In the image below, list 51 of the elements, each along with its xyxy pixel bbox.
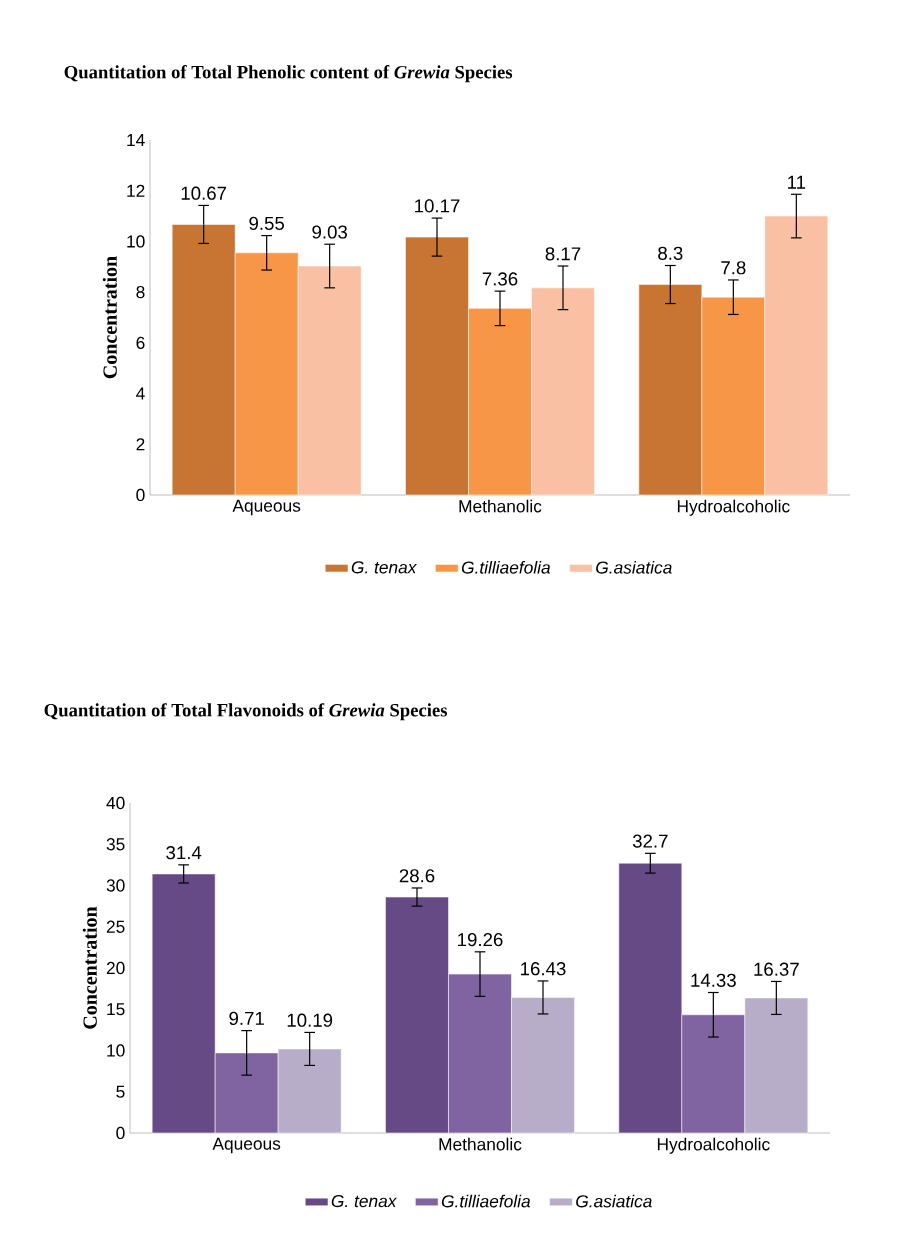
data-label: 9.55 — [249, 216, 285, 230]
y-tick-label: 12 — [127, 184, 145, 197]
chart-title: Quantitation of Total Flavonoids of Grewia Species — [44, 703, 448, 721]
y-tick-label: 14 — [127, 134, 145, 146]
data-label: 11 — [788, 175, 806, 189]
y-tick-label: 4 — [136, 387, 145, 400]
y-tick-label: 5 — [116, 1085, 125, 1098]
data-label: 19.26 — [458, 932, 503, 947]
data-label: 28.6 — [399, 869, 435, 883]
y-tick-label: 35 — [106, 838, 125, 851]
y-axis-title: Concentration — [82, 906, 97, 1029]
legend-label: G.asiatica — [576, 1194, 652, 1208]
data-label: 16.37 — [754, 962, 799, 976]
data-label: 10.19 — [287, 1013, 333, 1027]
y-tick-label: 10 — [127, 235, 145, 248]
y-tick-label: 0 — [136, 488, 145, 502]
chart-title: Quantitation of Total Phenolic content of Grewia Species — [64, 65, 513, 83]
legend-label: G.tilliaefolia — [441, 1194, 531, 1208]
data-label: 9.03 — [312, 225, 347, 239]
legend-label: G.asiatica — [596, 560, 672, 574]
x-tick-label: Methanolic — [439, 1137, 522, 1151]
x-tick-label: Hydroalcoholic — [677, 499, 790, 516]
legend-label: G. tenax — [331, 1194, 397, 1208]
x-tick-label: Methanolic — [459, 499, 542, 513]
y-tick-label: 40 — [106, 796, 125, 810]
y-tick-label: 25 — [106, 920, 125, 933]
y-tick-label: 30 — [106, 879, 125, 892]
data-label: 16.43 — [521, 962, 566, 976]
y-tick-label: 10 — [107, 1044, 125, 1057]
data-label: 31.4 — [166, 846, 202, 860]
y-tick-label: 2 — [136, 438, 145, 451]
legend-label: G. tenax — [351, 561, 417, 574]
data-label: 8.17 — [545, 247, 581, 261]
y-tick-label: 15 — [107, 1003, 125, 1016]
data-label: 10.17 — [415, 199, 460, 213]
y-tick-label: 20 — [106, 961, 125, 975]
data-label: 32.7 — [632, 834, 668, 848]
y-axis-title: Concentration — [102, 256, 117, 379]
x-tick-label: Hydroalcoholic — [657, 1137, 770, 1154]
y-tick-label: 0 — [116, 1126, 125, 1140]
data-label: 14.33 — [691, 973, 736, 987]
y-tick-label: 6 — [136, 336, 145, 349]
x-tick-label: Aqueous — [212, 1137, 281, 1154]
data-label: 10.67 — [181, 186, 227, 200]
y-tick-label: 8 — [136, 285, 145, 299]
data-label: 7.36 — [482, 272, 518, 286]
data-label: 7.8 — [721, 261, 746, 275]
x-tick-label: Aqueous — [232, 499, 301, 516]
data-label: 8.3 — [658, 246, 683, 260]
data-label: 9.71 — [229, 1011, 264, 1026]
legend-label: G.tilliaefolia — [461, 560, 551, 574]
